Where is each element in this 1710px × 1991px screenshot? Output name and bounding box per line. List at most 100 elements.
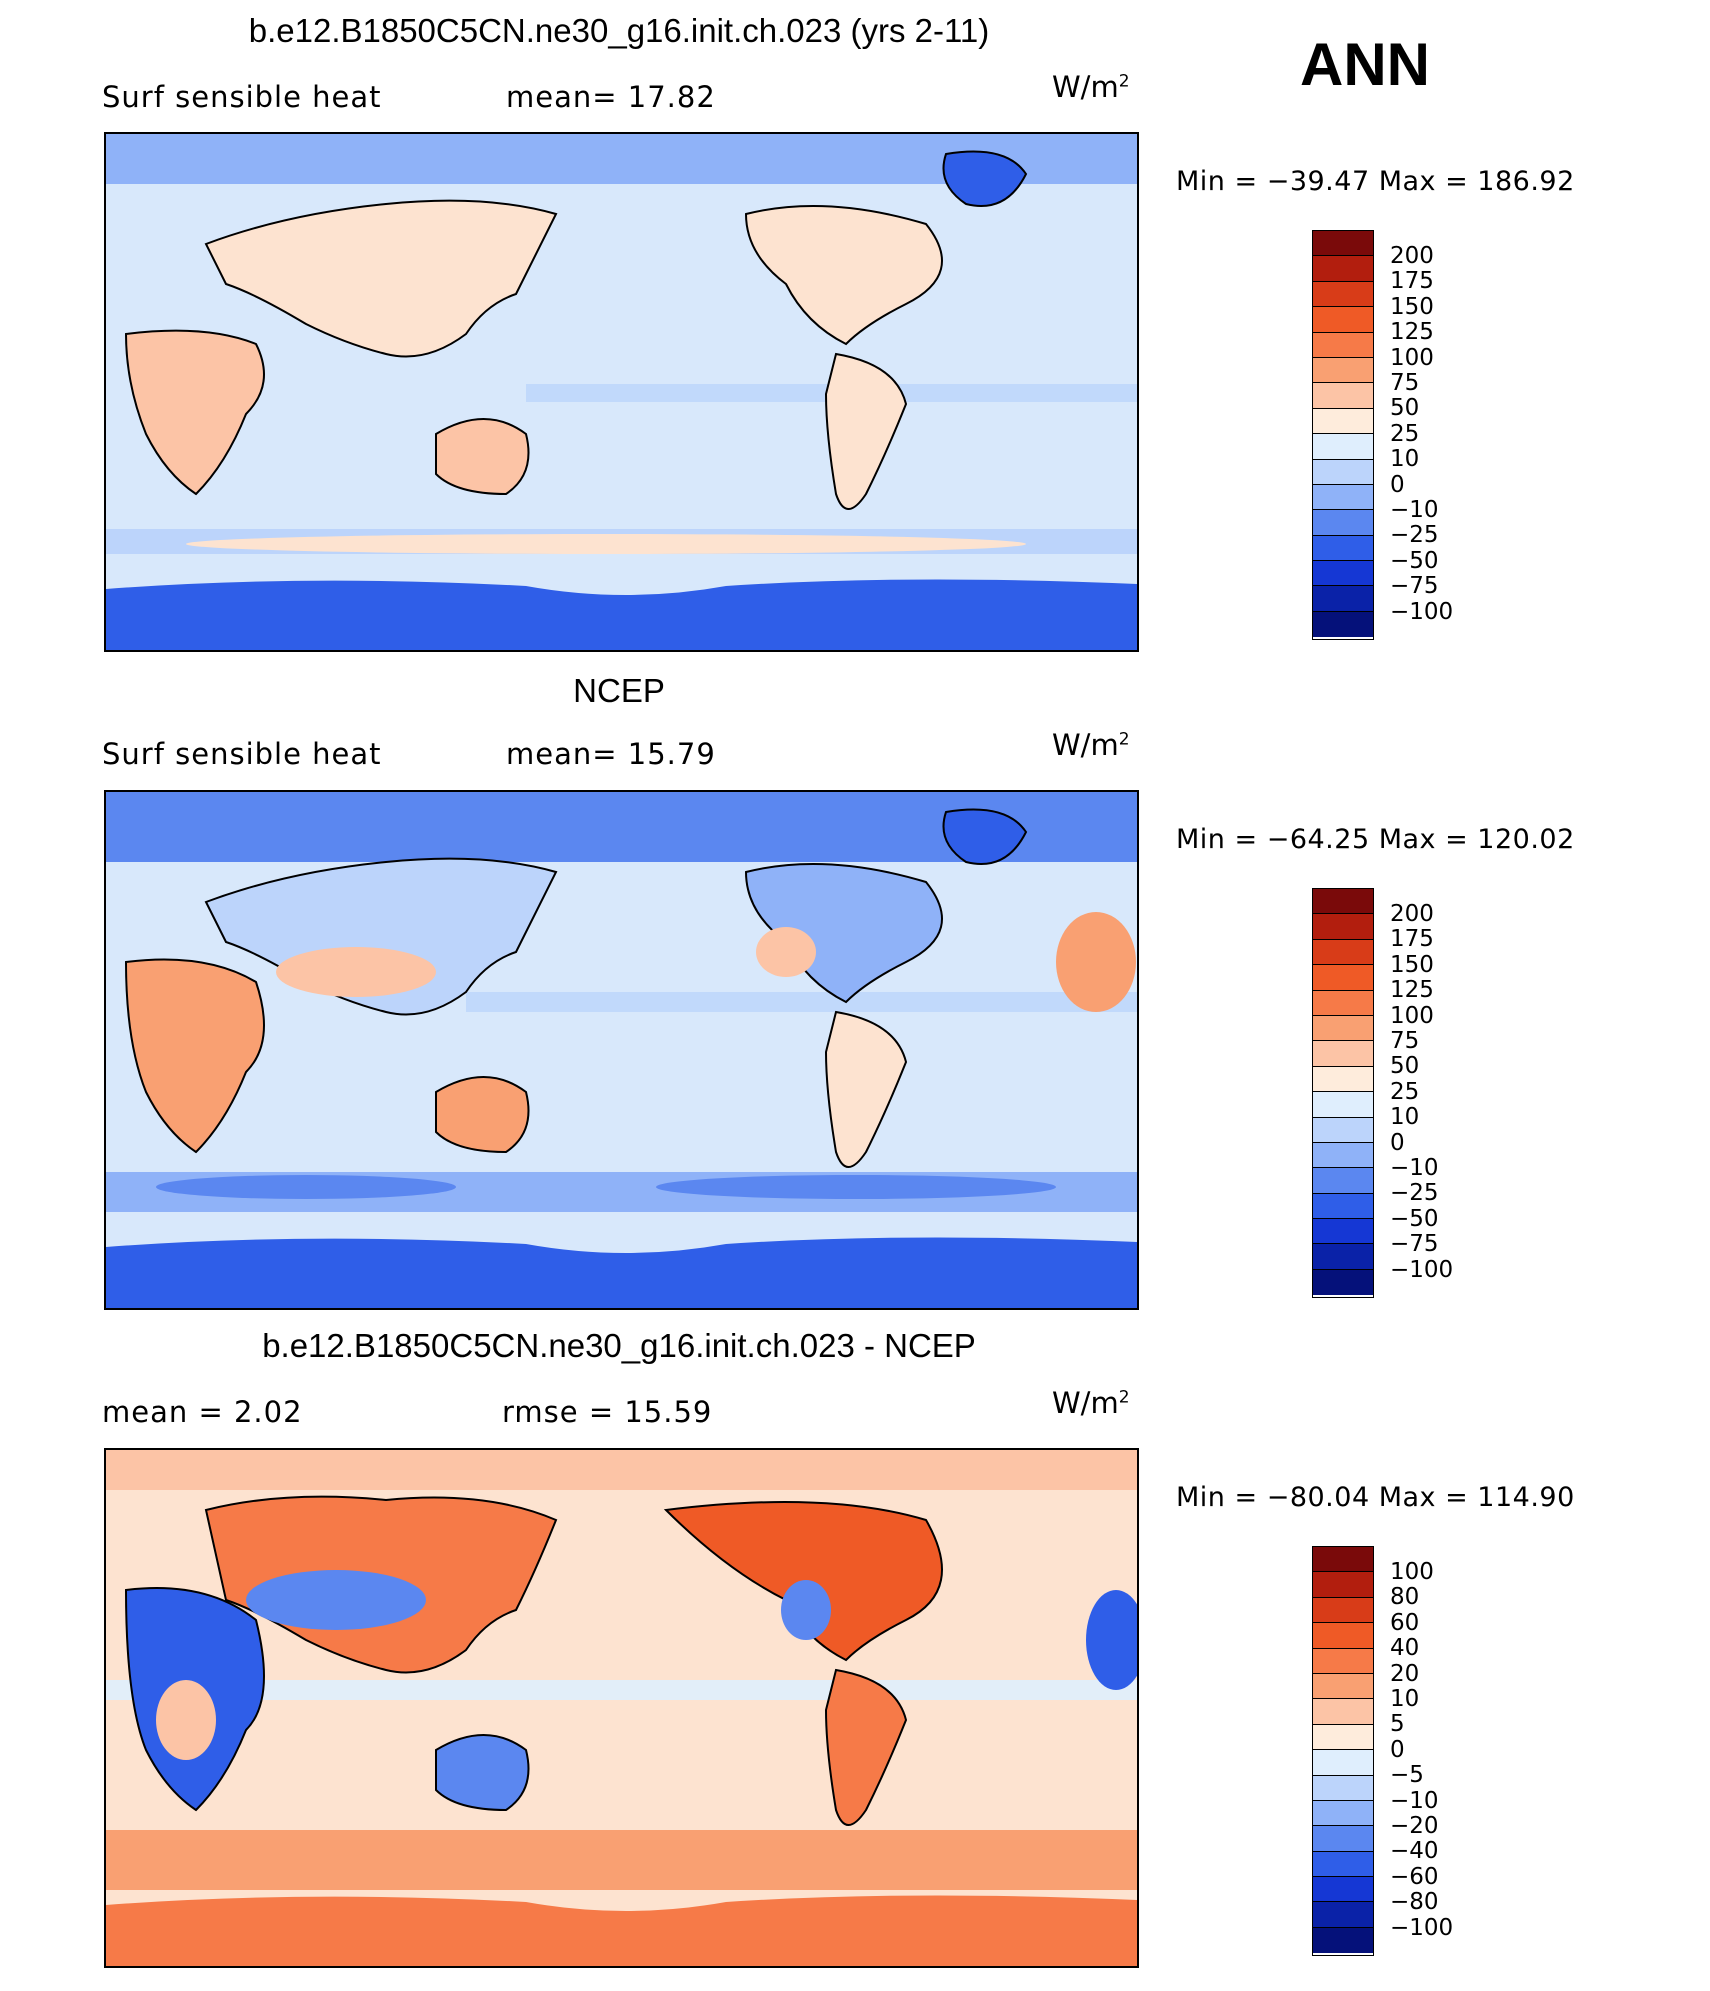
colorbar-tick-label: 100 bbox=[1390, 1002, 1434, 1029]
colorbar-tick-label: 125 bbox=[1390, 319, 1434, 346]
panel-3-map-svg bbox=[106, 1450, 1137, 1966]
colorbar-tick-label: 0 bbox=[1390, 1129, 1405, 1156]
colorbar-swatch bbox=[1313, 1623, 1373, 1649]
colorbar-swatch bbox=[1313, 1877, 1373, 1903]
colorbar-swatch bbox=[1313, 510, 1373, 536]
colorbar-swatch bbox=[1313, 1193, 1373, 1220]
colorbar-swatch bbox=[1313, 231, 1373, 257]
colorbar-swatch bbox=[1313, 1826, 1373, 1852]
colorbar-tick-label: 175 bbox=[1390, 268, 1434, 295]
colorbar-tick-label: 100 bbox=[1390, 344, 1434, 371]
colorbar-tick-label: 125 bbox=[1390, 977, 1434, 1004]
panel-1-units: W/m2 bbox=[1052, 70, 1130, 104]
colorbar-tick-label: −5 bbox=[1390, 1762, 1424, 1789]
colorbar-swatch bbox=[1313, 459, 1373, 485]
colorbar-tick-label: 200 bbox=[1390, 243, 1434, 269]
colorbar-swatch bbox=[1313, 535, 1373, 562]
colorbar-tick-label: −75 bbox=[1390, 573, 1439, 600]
panel-1-map bbox=[104, 132, 1139, 652]
panel-3-minmax: Min = −80.04 Max = 114.90 bbox=[1176, 1482, 1575, 1513]
panel-3-mean-label: mean = 2.02 bbox=[102, 1395, 303, 1429]
colorbar-swatch bbox=[1313, 611, 1373, 638]
colorbar-tick-label: −10 bbox=[1390, 1787, 1439, 1814]
panel-2-units: W/m2 bbox=[1052, 728, 1130, 762]
colorbar-swatch bbox=[1313, 281, 1373, 308]
panel-3-units: W/m2 bbox=[1052, 1386, 1130, 1420]
colorbar-swatch bbox=[1313, 1168, 1373, 1194]
colorbar-tick-label: 0 bbox=[1390, 471, 1405, 498]
colorbar-tick-label: −75 bbox=[1390, 1231, 1439, 1258]
colorbar-tick-label: 25 bbox=[1390, 420, 1420, 447]
colorbar-swatch bbox=[1313, 1015, 1373, 1042]
colorbar-swatch bbox=[1313, 1547, 1373, 1573]
colorbar-tick-label: 50 bbox=[1390, 395, 1420, 422]
colorbar-tick-label: −50 bbox=[1390, 547, 1439, 574]
colorbar-tick-label: 60 bbox=[1390, 1609, 1420, 1636]
colorbar-swatch bbox=[1313, 1750, 1373, 1776]
colorbar-swatch bbox=[1313, 1673, 1373, 1700]
panel-2-map bbox=[104, 790, 1139, 1310]
panel-2-minmax: Min = −64.25 Max = 120.02 bbox=[1176, 824, 1575, 855]
colorbar-swatch bbox=[1313, 1927, 1373, 1954]
colorbar-tick-label: −20 bbox=[1390, 1813, 1439, 1839]
colorbar-tick-label: 0 bbox=[1390, 1736, 1405, 1763]
colorbar-tick-label: 10 bbox=[1390, 446, 1420, 473]
panel-1-title: b.e12.B1850C5CN.ne30_g16.init.ch.023 (yr… bbox=[248, 12, 990, 49]
colorbar-swatch bbox=[1313, 383, 1373, 409]
colorbar-tick-label: −25 bbox=[1390, 522, 1439, 549]
colorbar-tick-label: 100 bbox=[1390, 1559, 1434, 1585]
colorbar-swatch bbox=[1313, 434, 1373, 460]
colorbar-tick-label: −10 bbox=[1390, 1155, 1439, 1181]
colorbar-tick-label: 150 bbox=[1390, 951, 1434, 978]
colorbar-swatch bbox=[1313, 1244, 1373, 1270]
colorbar-swatch bbox=[1313, 1066, 1373, 1093]
season-label: ANN bbox=[1300, 31, 1430, 98]
colorbar-swatch bbox=[1313, 1648, 1373, 1674]
colorbar-swatch bbox=[1313, 914, 1373, 940]
colorbar-tick-label: 10 bbox=[1390, 1686, 1420, 1712]
panel-2-colorbar bbox=[1312, 888, 1374, 1298]
panel-2-map-svg bbox=[106, 792, 1137, 1308]
colorbar-swatch bbox=[1313, 889, 1373, 915]
colorbar-tick-label: 175 bbox=[1390, 926, 1434, 953]
colorbar-swatch bbox=[1313, 939, 1373, 966]
panel-2-mean-label: mean= 15.79 bbox=[506, 737, 716, 771]
colorbar-tick-label: 20 bbox=[1390, 1660, 1420, 1687]
colorbar-tick-label: 50 bbox=[1390, 1053, 1420, 1080]
colorbar-swatch bbox=[1313, 332, 1373, 358]
colorbar-tick-label: 150 bbox=[1390, 293, 1434, 320]
colorbar-swatch bbox=[1313, 1117, 1373, 1143]
panel-1-mean-label: mean= 17.82 bbox=[506, 80, 716, 114]
panel-3-title: b.e12.B1850C5CN.ne30_g16.init.ch.023 - N… bbox=[262, 1327, 976, 1364]
colorbar-swatch bbox=[1313, 990, 1373, 1016]
colorbar-tick-label: 25 bbox=[1390, 1078, 1420, 1105]
colorbar-tick-label: 75 bbox=[1390, 370, 1420, 396]
colorbar-tick-label: −25 bbox=[1390, 1180, 1439, 1207]
panel-1-variable-label: Surf sensible heat bbox=[102, 80, 382, 114]
colorbar-tick-label: 5 bbox=[1390, 1711, 1405, 1738]
colorbar-swatch bbox=[1313, 1219, 1373, 1245]
colorbar-swatch bbox=[1313, 965, 1373, 991]
colorbar-tick-label: 10 bbox=[1390, 1104, 1420, 1131]
panel-1-minmax: Min = −39.47 Max = 186.92 bbox=[1176, 166, 1575, 197]
colorbar-swatch bbox=[1313, 1851, 1373, 1878]
colorbar-swatch bbox=[1313, 307, 1373, 333]
colorbar-swatch bbox=[1313, 1092, 1373, 1118]
colorbar-swatch bbox=[1313, 1724, 1373, 1751]
colorbar-tick-label: 40 bbox=[1390, 1635, 1420, 1662]
colorbar-tick-label: 75 bbox=[1390, 1028, 1420, 1054]
colorbar-swatch bbox=[1313, 1597, 1373, 1624]
colorbar-swatch bbox=[1313, 1041, 1373, 1067]
panel-3-rmse-label: rmse = 15.59 bbox=[502, 1395, 713, 1429]
panel-3-colorbar bbox=[1312, 1546, 1374, 1956]
colorbar-swatch bbox=[1313, 357, 1373, 384]
colorbar-tick-label: −50 bbox=[1390, 1205, 1439, 1232]
colorbar-swatch bbox=[1313, 1800, 1373, 1827]
panel-2-title: NCEP bbox=[573, 672, 665, 709]
colorbar-swatch bbox=[1313, 1269, 1373, 1296]
colorbar-swatch bbox=[1313, 1902, 1373, 1928]
colorbar-swatch bbox=[1313, 1775, 1373, 1801]
panel-1-map-svg bbox=[106, 134, 1137, 650]
colorbar-tick-label: 200 bbox=[1390, 901, 1434, 927]
colorbar-swatch bbox=[1313, 1699, 1373, 1725]
